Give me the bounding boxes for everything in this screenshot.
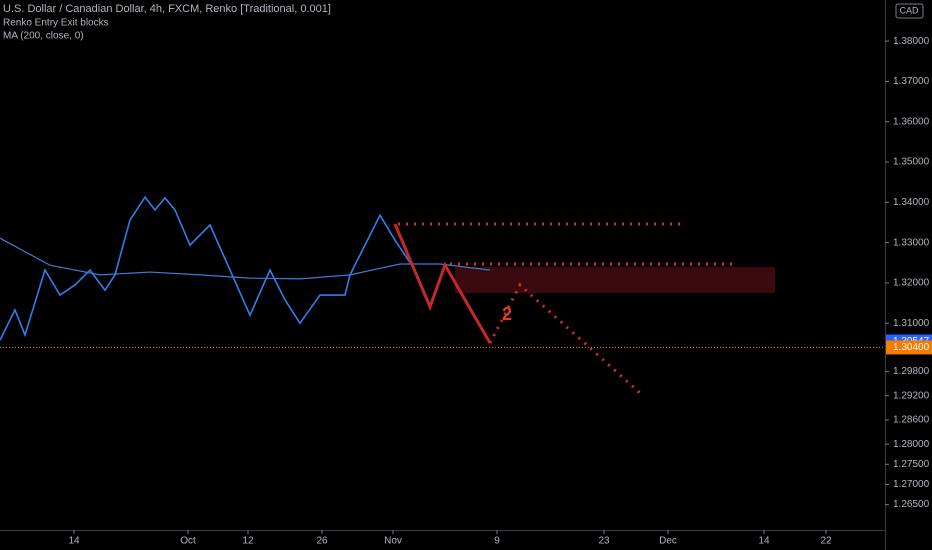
y-tick-label: 1.27500: [893, 459, 930, 470]
x-tick-label: 9: [494, 536, 500, 547]
y-tick-label: 1.36000: [893, 116, 930, 127]
currency-label[interactable]: CAD: [899, 5, 919, 15]
y-tick-label: 1.35000: [893, 157, 930, 168]
price-label: 1.30400: [893, 342, 930, 353]
x-tick-label: 26: [316, 536, 328, 547]
y-tick-label: 1.29800: [893, 366, 930, 377]
zigzag-drawing: [393, 223, 492, 344]
chart-title: U.S. Dollar / Canadian Dollar, 4h, FXCM,…: [3, 3, 331, 15]
block-zone: [455, 267, 775, 293]
y-tick-label: 1.33000: [893, 237, 930, 248]
x-tick-label: 22: [820, 536, 832, 547]
y-tick-label: 1.29200: [893, 390, 930, 401]
x-tick-label: 14: [68, 536, 80, 547]
x-tick-label: 12: [242, 536, 254, 547]
indicator-label: Renko Entry Exit blocks: [3, 18, 109, 29]
indicator-label: MA (200, close, 0): [3, 31, 84, 42]
dotted-projection: [488, 282, 642, 395]
currency-box[interactable]: [895, 3, 924, 19]
price-label-box: [886, 340, 932, 355]
x-tick-label: Dec: [659, 536, 677, 547]
y-tick-label: 1.31000: [893, 318, 930, 329]
annotation: 2: [502, 304, 512, 324]
y-tick-label: 1.28600: [893, 415, 930, 426]
x-tick-label: 14: [758, 536, 770, 547]
y-tick-label: 1.34000: [893, 197, 930, 208]
y-tick-label: 1.32000: [893, 278, 930, 289]
price-line: [0, 195, 491, 344]
y-tick-label: 1.26500: [893, 499, 930, 510]
y-tick-label: 1.27000: [893, 479, 930, 490]
drawings: [398, 222, 775, 395]
x-tick-label: Nov: [384, 536, 402, 547]
x-tick-label: 23: [598, 536, 610, 547]
y-tick-label: 1.38000: [893, 36, 930, 47]
y-tick-label: 1.37000: [893, 76, 930, 87]
x-tick-label: Oct: [180, 536, 196, 547]
y-tick-label: 1.28000: [893, 439, 930, 450]
